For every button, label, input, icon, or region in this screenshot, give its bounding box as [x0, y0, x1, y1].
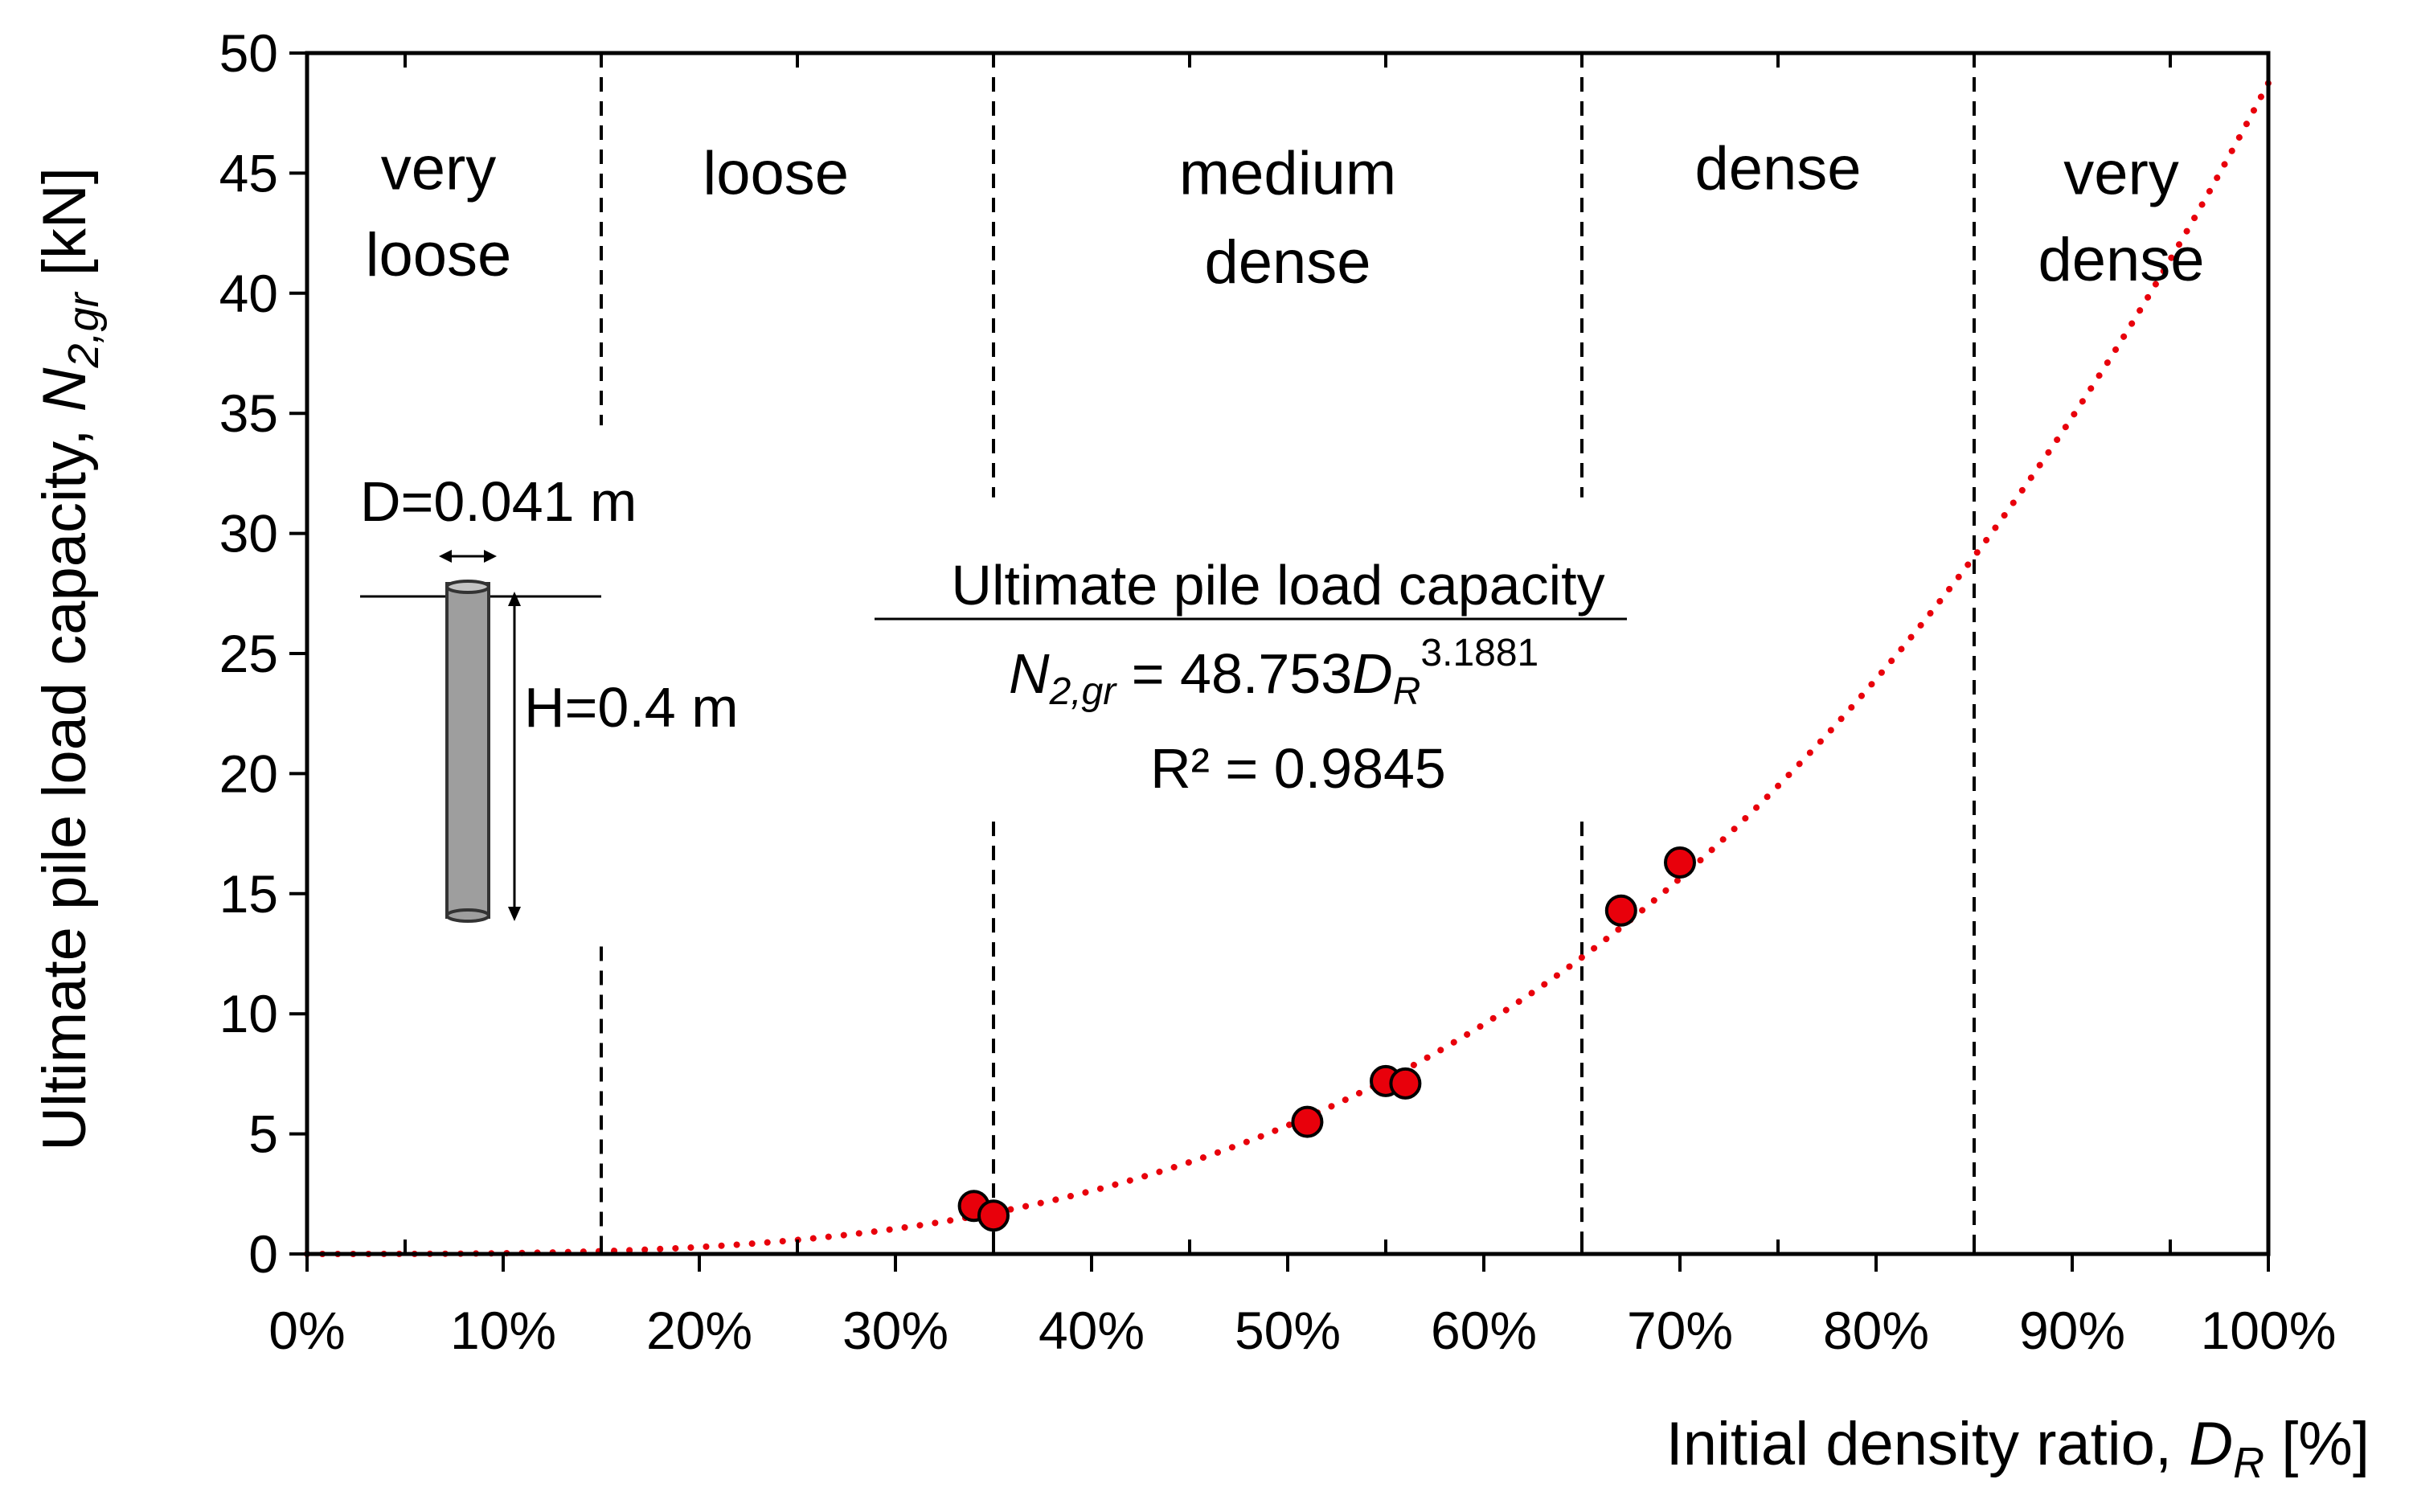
- x-tick-label: 90%: [2019, 1301, 2125, 1360]
- y-tick-label: 15: [219, 864, 278, 924]
- data-point: [1604, 894, 1637, 927]
- equation-exponent: 3.1881: [1420, 632, 1538, 674]
- pile-bottom: [445, 908, 490, 923]
- y-axis-title-text: Ultimate pile load capacity,: [31, 412, 99, 1150]
- equation-subscript: 2,gr: [1049, 670, 1118, 713]
- y-tick-label: 40: [219, 264, 278, 323]
- pile-top: [445, 580, 490, 594]
- x-axis-title-text: Initial density ratio,: [1666, 1410, 2190, 1478]
- equation-coefficient: = 48.753: [1116, 642, 1352, 705]
- data-point: [1664, 846, 1696, 879]
- x-tick-label: 10%: [450, 1301, 556, 1360]
- y-axis-title: Ultimate pile load capacity, N2,gr [kN]: [31, 167, 108, 1151]
- diameter-arrow-right-head: [484, 550, 497, 563]
- x-tick-label: 20%: [646, 1301, 752, 1360]
- zone-label: medium: [1179, 139, 1396, 207]
- x-tick-label: 50%: [1235, 1301, 1341, 1360]
- fit-equation: N2,gr = 48.753DR3.1881: [1009, 632, 1538, 713]
- zone-label: very: [2063, 139, 2179, 207]
- y-tick-label: 30: [219, 504, 278, 563]
- y-tick-label: 50: [219, 23, 278, 83]
- zone-label: dense: [1694, 134, 1861, 203]
- zone-label: loose: [703, 139, 849, 207]
- x-tick-label: 40%: [1039, 1301, 1145, 1360]
- pile-height-label: H=0.4 m: [524, 676, 739, 739]
- zone-label: very: [381, 134, 497, 203]
- y-tick-label: 5: [248, 1104, 278, 1164]
- y-tick-label: 45: [219, 143, 278, 203]
- y-axis: 0 5 10 15 20 25 30 35 40 45 50: [219, 23, 307, 1284]
- zone-label: dense: [1204, 228, 1370, 297]
- annotation-title: Ultimate pile load capacity: [951, 554, 1604, 617]
- zone-label: dense: [2038, 226, 2204, 294]
- r-squared: R² = 0.9845: [1150, 737, 1446, 800]
- zone-boundaries: [600, 53, 1976, 1254]
- y-tick-label: 35: [219, 383, 278, 443]
- data-point: [1389, 1067, 1422, 1100]
- pile-body: [445, 582, 490, 919]
- data-points: [957, 846, 1696, 1232]
- data-point: [977, 1199, 1010, 1232]
- x-tick-label: 100%: [2201, 1301, 2337, 1360]
- trendline: [304, 80, 2272, 1257]
- x-tick-label: 60%: [1431, 1301, 1537, 1360]
- y-tick-label: 0: [248, 1224, 278, 1284]
- equation-symbol: N: [1009, 642, 1050, 705]
- pile-diameter-label: D=0.041 m: [360, 470, 637, 533]
- y-tick-label: 20: [219, 744, 278, 803]
- y-tick-label: 10: [219, 984, 278, 1043]
- height-arrow-bottom-head: [508, 907, 521, 921]
- density-zone-labels: very loose loose medium dense dense very dense: [366, 134, 2205, 297]
- y-tick-label: 25: [219, 624, 278, 683]
- pile-sketch: D=0.041 m H=0.4 m: [360, 470, 739, 923]
- equation-annotation: Ultimate pile load capacity N2,gr = 48.7…: [875, 554, 1627, 800]
- x-tick-label: 70%: [1627, 1301, 1733, 1360]
- equation-variable: D: [1352, 642, 1393, 705]
- x-tick-label: 80%: [1823, 1301, 1929, 1360]
- y-axis-title-unit: [kN]: [31, 167, 99, 293]
- x-axis-title: Initial density ratio, DR [%]: [1666, 1410, 2370, 1487]
- x-tick-label: 0%: [268, 1301, 345, 1360]
- equation-variable-subscript: R: [1393, 670, 1421, 713]
- power-trendline: [304, 80, 2272, 1257]
- data-point: [1291, 1105, 1324, 1138]
- diameter-arrow-left-head: [439, 550, 452, 563]
- height-arrow-top-head: [508, 592, 521, 606]
- x-tick-label: 30%: [842, 1301, 948, 1360]
- x-axis: 0% 10% 20% 30% 40% 50% 60% 70% 80% 90% 100%: [268, 53, 2336, 1360]
- y-axis-title-symbol: N: [31, 367, 99, 412]
- x-axis-title-symbol: D: [2189, 1410, 2233, 1478]
- x-axis-title-subscript: R: [2233, 1439, 2264, 1487]
- x-axis-title-unit: [%]: [2264, 1410, 2370, 1478]
- y-axis-title-subscript: 2,gr: [59, 291, 108, 368]
- zone-label: loose: [366, 221, 512, 289]
